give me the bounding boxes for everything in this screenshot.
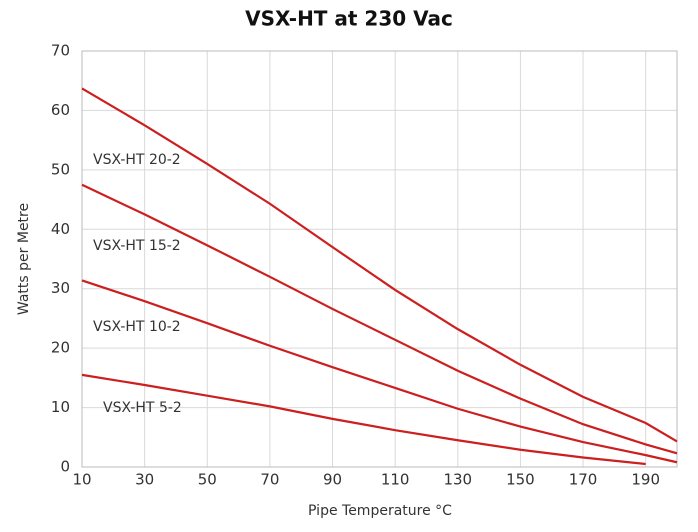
series-label: VSX-HT 5-2 (103, 400, 182, 416)
x-tick-label: 50 (198, 471, 217, 489)
x-tick-label: 110 (381, 471, 410, 489)
x-tick-label: 190 (631, 471, 660, 489)
x-tick-label: 130 (443, 471, 472, 489)
series-line (81, 87, 678, 443)
series-label: VSX-HT 15-2 (93, 238, 181, 254)
y-tick-label: 70 (51, 42, 70, 60)
x-tick-label: 150 (506, 471, 535, 489)
series-label: VSX-HT 10-2 (93, 319, 181, 335)
y-tick-label: 50 (51, 160, 70, 178)
y-axis-label: Watts per Metre (16, 203, 32, 315)
x-axis-label: Pipe Temperature °C (308, 503, 452, 519)
x-tick-label: 30 (135, 471, 154, 489)
series-line (81, 183, 678, 455)
y-tick-label: 60 (51, 101, 70, 119)
x-tick-label: 70 (260, 471, 279, 489)
y-tick-label: 0 (60, 458, 70, 476)
y-tick-label: 20 (51, 339, 70, 357)
x-tick-label: 10 (72, 471, 91, 489)
series-line (81, 279, 678, 464)
y-tick-label: 10 (51, 398, 70, 416)
y-tick-label: 40 (51, 220, 70, 238)
series-line (81, 373, 646, 466)
plot-border (81, 50, 678, 468)
y-tick-label: 30 (51, 279, 70, 297)
x-tick-label: 90 (323, 471, 342, 489)
x-tick-label: 170 (569, 471, 598, 489)
chart-title: VSX-HT at 230 Vac (245, 7, 453, 31)
series-label: VSX-HT 20-2 (93, 152, 181, 168)
